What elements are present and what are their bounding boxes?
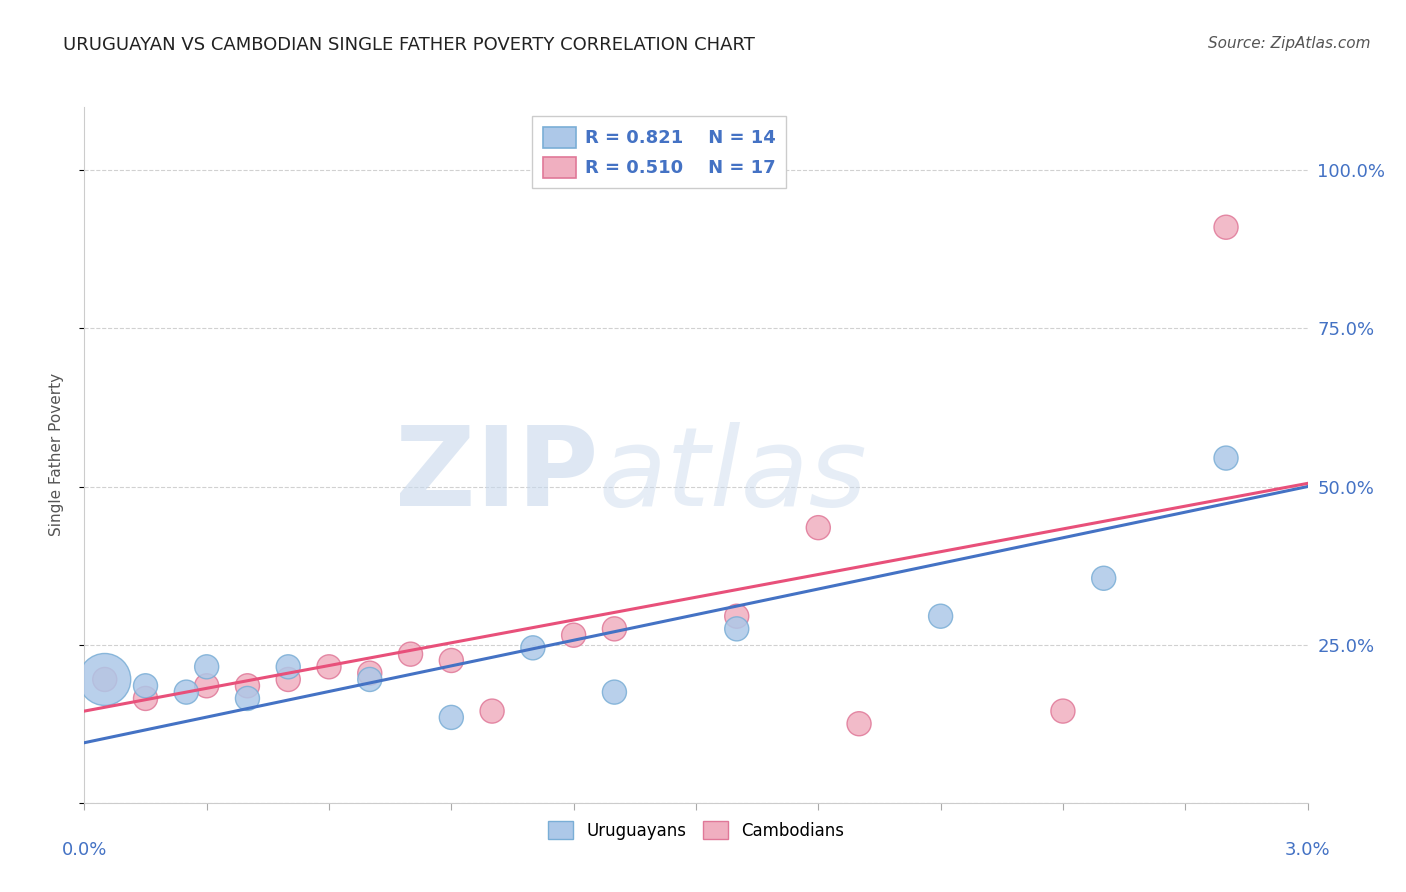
Point: [603, 685, 626, 699]
Point: [848, 716, 870, 731]
Point: [359, 666, 381, 681]
Point: [562, 628, 585, 642]
Text: URUGUAYAN VS CAMBODIAN SINGLE FATHER POVERTY CORRELATION CHART: URUGUAYAN VS CAMBODIAN SINGLE FATHER POV…: [63, 36, 755, 54]
Point: [725, 622, 748, 636]
Legend: Uruguayans, Cambodians: Uruguayans, Cambodians: [541, 814, 851, 847]
Point: [195, 679, 218, 693]
Point: [481, 704, 503, 718]
Point: [93, 673, 117, 687]
Point: [236, 691, 259, 706]
Text: 0.0%: 0.0%: [62, 841, 107, 859]
Text: Source: ZipAtlas.com: Source: ZipAtlas.com: [1208, 36, 1371, 51]
Point: [1215, 451, 1237, 466]
Point: [440, 710, 463, 724]
Point: [318, 660, 340, 674]
Point: [176, 685, 198, 699]
Point: [359, 673, 381, 687]
Point: [236, 679, 259, 693]
Text: atlas: atlas: [598, 422, 866, 529]
Point: [807, 521, 830, 535]
Text: 3.0%: 3.0%: [1285, 841, 1330, 859]
Point: [1052, 704, 1074, 718]
Point: [135, 691, 157, 706]
Point: [440, 653, 463, 667]
Point: [195, 660, 218, 674]
Point: [522, 640, 544, 655]
Y-axis label: Single Father Poverty: Single Father Poverty: [49, 374, 63, 536]
Point: [1215, 220, 1237, 235]
Point: [1092, 571, 1115, 585]
Point: [135, 679, 157, 693]
Point: [603, 622, 626, 636]
Point: [277, 660, 299, 674]
Point: [725, 609, 748, 624]
Text: ZIP: ZIP: [395, 422, 598, 529]
Point: [399, 647, 422, 661]
Point: [277, 673, 299, 687]
Point: [93, 673, 117, 687]
Point: [929, 609, 952, 624]
